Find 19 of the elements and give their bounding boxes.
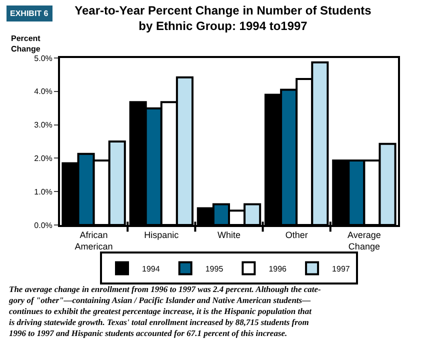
y-tick-label: 2.0% [34, 154, 52, 163]
y-tick-label: 1.0% [34, 187, 52, 196]
x-tick-label: Hispanic [144, 230, 180, 240]
x-tick-label: African American [74, 230, 113, 252]
y-axis-title: Percent Change [11, 34, 41, 54]
x-tick-label: Other [285, 230, 308, 240]
legend-label: 1995 [205, 264, 224, 274]
x-tick-label: White [217, 230, 241, 240]
text: EXHIBIT 6 [10, 9, 49, 18]
text: The average change in enrollment from 1996 to 1997 was 2.4 percent. Although the cate- gory of "other"—containing Asian / Pacific Islander and Native American students— continues to exhibit the greatest percentage increase, it is the Hispanic population that is driving statewide growth. Texas' total enrollment increased by 88,715 students from 1996 to 1997 and Hispanic students accounted for 67.1 percent of this increase. [8, 284, 321, 338]
legend-label: 1994 [142, 264, 160, 274]
legend-label: 1997 [332, 264, 350, 274]
y-tick-label: 0.0% [34, 220, 52, 230]
legend-label: 1996 [268, 264, 288, 274]
y-tick-label: 3.0% [34, 120, 52, 130]
x-tick-label: Average Change [348, 230, 381, 252]
chart-title: Year-to-Year Percent Change in Number of Students by Ethnic Group: 1994 to1997 [74, 3, 372, 33]
y-tick-label: 5.0% [34, 54, 52, 63]
y-tick-label: 4.0% [34, 87, 52, 96]
